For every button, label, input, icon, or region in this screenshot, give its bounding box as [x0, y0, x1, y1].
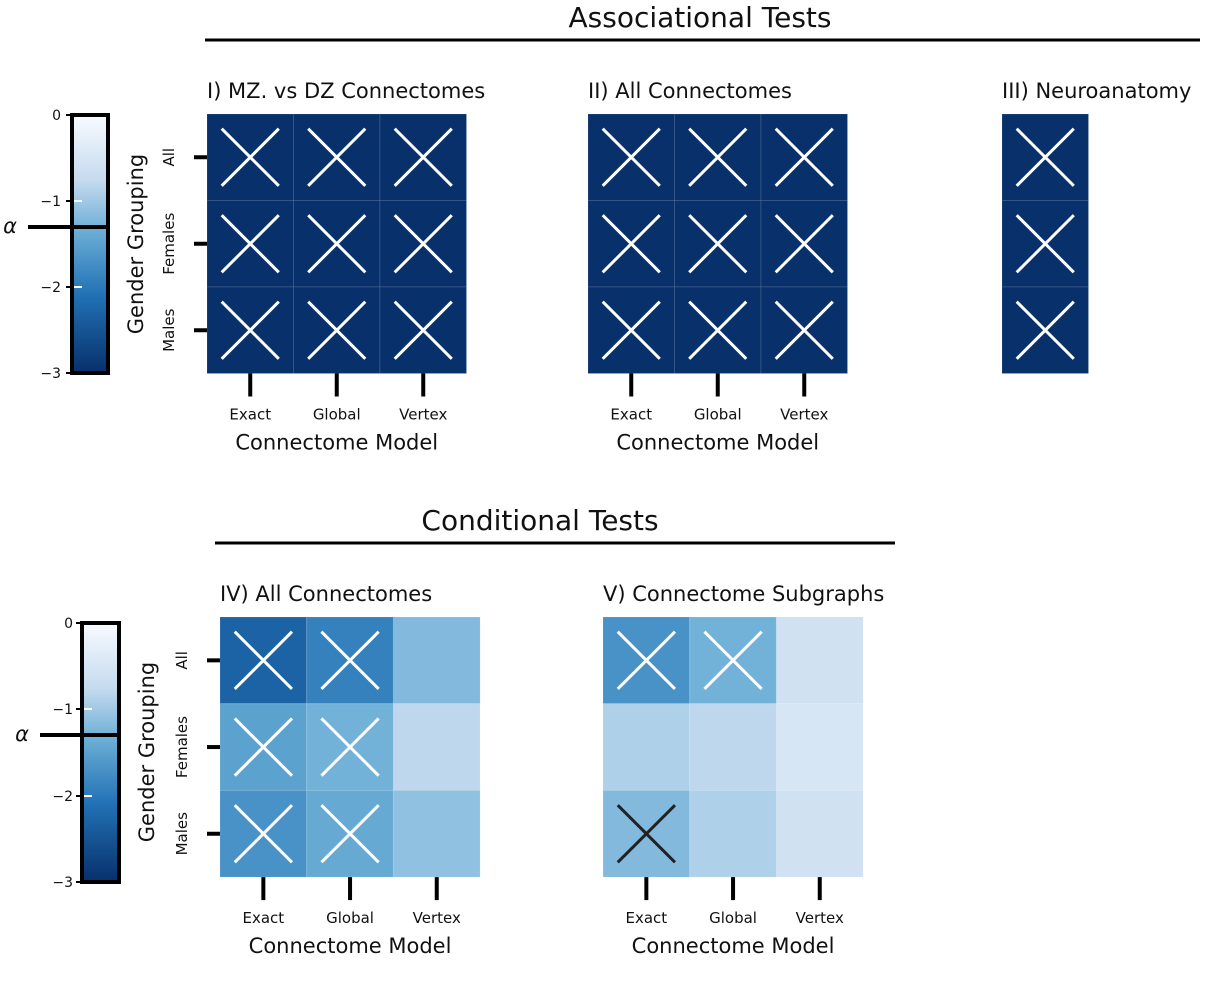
x-axis-label: Connectome Model: [235, 431, 438, 455]
significance-mark: [703, 630, 763, 691]
heatmap-panels: I) MZ. vs DZ Connectomes All Females Males E…: [160, 79, 1191, 958]
y-tick-label: Males: [160, 308, 178, 352]
x-tick-label: Exact: [610, 406, 652, 424]
x-tick-label: Global: [709, 909, 757, 927]
y-tick-label: All: [173, 651, 191, 670]
significance-mark: [220, 127, 280, 187]
x-tick-label: Global: [694, 406, 742, 424]
x-tick-label: Exact: [243, 909, 285, 927]
heatmap-cell: [689, 789, 777, 878]
x-axis-label: Connectome Model: [249, 934, 452, 958]
x-tick-label: Global: [326, 909, 374, 927]
colorbar-tick-label: −1: [52, 702, 73, 718]
significance-mark: [688, 214, 748, 274]
x-tick-label: Vertex: [399, 406, 447, 424]
ylabel-gender-grouping: Gender Grouping: [135, 662, 159, 842]
significance-mark: [307, 127, 367, 187]
y-tick-label: All: [160, 148, 178, 167]
heatmap-cell: [689, 703, 777, 791]
heatmap-panel: III) Neuroanatomy: [1001, 79, 1191, 374]
significance-mark: [220, 300, 280, 360]
ylabel-gender-grouping: Gender Grouping: [124, 154, 148, 334]
x-tick-label: Global: [313, 406, 361, 424]
significance-mark: [601, 127, 661, 187]
significance-mark: [688, 127, 748, 187]
colorbar-tick-label: −1: [40, 194, 61, 210]
y-tick-label: Males: [173, 812, 191, 856]
colorbar-conditional: 0 −1 −2 −3 α: [15, 616, 121, 891]
significance-mark: [233, 630, 294, 691]
colorbar-gradient: [70, 113, 110, 375]
colorbar-tick-label: −2: [52, 789, 73, 805]
heatmap-cell: [775, 616, 864, 705]
panel-title: II) All Connectomes: [588, 79, 792, 103]
significance-mark: [1015, 214, 1075, 274]
heatmap-cell: [602, 703, 691, 791]
heatmap-panel: IV) All Connectomes All Females Males Exact G…: [173, 582, 481, 958]
x-tick-label: Exact: [626, 909, 668, 927]
colorbar-gradient: [80, 621, 121, 884]
significance-mark: [320, 717, 380, 777]
panel-title: III) Neuroanatomy: [1002, 79, 1191, 103]
x-axis-label: Connectome Model: [632, 934, 835, 958]
heatmap-cell: [775, 789, 864, 878]
significance-mark: [616, 630, 677, 691]
significance-mark: [688, 300, 748, 360]
x-tick-label: Vertex: [780, 406, 828, 424]
panel-title: I) MZ. vs DZ Connectomes: [207, 79, 485, 103]
significance-mark: [601, 214, 661, 274]
colorbar-tick-label: 0: [52, 108, 61, 124]
significance-mark: [774, 127, 834, 187]
colorbar-tick-label: 0: [64, 616, 73, 632]
significance-mark: [774, 300, 834, 360]
significance-mark: [616, 804, 677, 864]
x-axis-label: Connectome Model: [616, 431, 819, 455]
significance-mark: [393, 214, 453, 274]
panel-title: V) Connectome Subgraphs: [603, 582, 884, 606]
significance-mark: [233, 804, 294, 864]
colorbar-tick-label: −3: [52, 875, 73, 891]
colorbar-tick-label: −2: [40, 280, 61, 296]
significance-mark: [320, 804, 380, 864]
x-tick-label: Vertex: [413, 909, 461, 927]
y-tick-label: Females: [173, 716, 191, 778]
significance-mark: [1015, 300, 1075, 360]
significance-mark: [393, 127, 453, 187]
heatmap-cell: [392, 616, 481, 705]
heatmap-panel: II) All Connectomes Exact Global Vertex Conn…: [587, 79, 848, 455]
significance-mark: [307, 214, 367, 274]
significance-mark: [233, 717, 294, 777]
heatmap-cell: [392, 703, 481, 791]
alpha-label: α: [3, 214, 17, 238]
significance-mark: [393, 300, 453, 360]
significance-mark: [774, 214, 834, 274]
heatmap-panel: V) Connectome Subgraphs Exact Global Vertex…: [602, 582, 884, 958]
heatmap-cell: [392, 789, 481, 878]
panel-title: IV) All Connectomes: [220, 582, 432, 606]
colorbar-associational: 0 −1 −2 −3 α: [3, 108, 110, 382]
significance-mark: [320, 630, 380, 691]
significance-mark: [307, 300, 367, 360]
colorbar-tick-label: −3: [40, 366, 61, 382]
heatmap-cell: [775, 703, 864, 791]
section-title-associational: Associational Tests: [569, 1, 832, 34]
x-tick-label: Exact: [229, 406, 271, 424]
heatmap-panel: I) MZ. vs DZ Connectomes All Females Males E…: [160, 79, 485, 455]
section-title-conditional: Conditional Tests: [421, 504, 658, 537]
alpha-label: α: [15, 722, 29, 746]
y-tick-label: Females: [160, 213, 178, 275]
x-tick-label: Vertex: [796, 909, 844, 927]
significance-mark: [220, 214, 280, 274]
significance-mark: [1015, 127, 1075, 187]
significance-mark: [601, 300, 661, 360]
